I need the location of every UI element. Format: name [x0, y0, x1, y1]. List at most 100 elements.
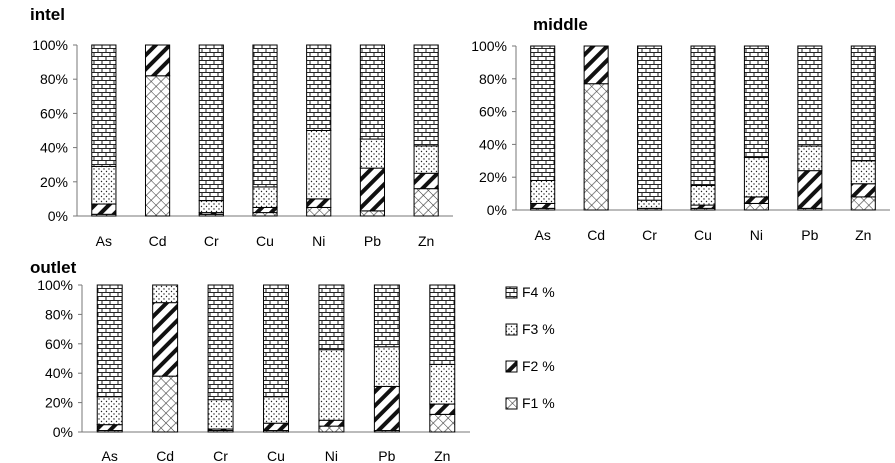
y-tick-label: 60% [479, 104, 507, 120]
bar-segment-zn-f2 [429, 403, 456, 415]
bar-segment-pb-f4 [373, 284, 400, 348]
bar-segment-pb-f4 [359, 44, 386, 140]
bar-segment-cr-f3 [207, 399, 234, 430]
bar-segment-ni-f1 [306, 206, 332, 217]
x-tick-label-ni: Ni [750, 227, 763, 243]
x-tick-label-ni: Ni [312, 233, 325, 249]
bar-segment-cu-f3 [252, 186, 278, 208]
y-tick-label: 100% [32, 37, 68, 53]
bar-segment-zn-f2 [413, 172, 439, 190]
bar-segment-cd-f1 [152, 375, 179, 433]
x-tick-label-zn: Zn [434, 448, 450, 463]
bar-segment-ni-f4 [743, 45, 769, 159]
bar-segment-zn-f3 [413, 145, 439, 174]
bar-segment-zn-f3 [850, 160, 876, 185]
bar-segment-as-f4 [96, 284, 123, 398]
bar-segment-pb-f2 [359, 167, 386, 212]
bar-segment-pb-f3 [373, 346, 400, 387]
x-tick-label-zn: Zn [418, 233, 434, 249]
y-tick-label: 60% [45, 336, 73, 352]
bar-segment-cu-f3 [690, 184, 716, 206]
y-tick-label: 40% [40, 140, 68, 156]
y-tick-label: 60% [40, 105, 68, 121]
x-tick-label-cd: Cd [587, 227, 605, 243]
bar-segment-ni-f3 [743, 157, 769, 198]
bar-segment-zn-f1 [429, 413, 456, 433]
x-tick-label-pb: Pb [364, 233, 381, 249]
bar-segment-cu-f3 [263, 396, 289, 424]
legend-label-f4: F4 % [522, 284, 555, 300]
bar-segment-pb-f1 [359, 210, 386, 217]
y-tick-label: 0% [48, 208, 68, 224]
x-tick-label-as: As [102, 448, 118, 463]
x-tick-label-cr: Cr [213, 448, 228, 463]
bar-segment-cd-f2 [144, 44, 171, 77]
x-tick-label-cd: Cd [149, 233, 167, 249]
bar-segment-as-f2 [96, 424, 123, 432]
legend: F4 % F3 % F2 % F1 % [505, 284, 555, 411]
panel-title-outlet: outlet [30, 258, 77, 277]
bar-segment-cu-f4 [690, 45, 716, 186]
x-tick-label-cr: Cr [204, 233, 219, 249]
x-tick-label-cd: Cd [156, 448, 174, 463]
y-tick-label: 20% [479, 169, 507, 185]
y-tick-label: 40% [45, 365, 73, 381]
bar-segment-ni-f1 [743, 202, 769, 211]
bar-segment-cu-f1 [252, 212, 278, 217]
bar-segment-ni-f2 [306, 198, 332, 208]
bar-segment-cd-f1 [144, 75, 171, 217]
x-tick-label-ni: Ni [325, 448, 338, 463]
bar-segment-pb-f2 [373, 385, 400, 432]
bar-segment-cu-f2 [263, 422, 289, 432]
bar-segment-pb-f2 [797, 170, 823, 209]
x-tick-label-as: As [535, 227, 551, 243]
y-tick-label: 0% [53, 424, 73, 440]
bar-segment-cd-f2 [152, 302, 179, 377]
x-tick-label-cu: Cu [267, 448, 285, 463]
bar-segment-pb-f3 [359, 138, 386, 169]
legend-label-f1: F1 % [522, 395, 555, 411]
x-tick-label-pb: Pb [378, 448, 395, 463]
x-tick-label-zn: Zn [855, 227, 871, 243]
bar-segment-cu-f4 [252, 44, 278, 188]
bar-segment-zn-f4 [413, 44, 439, 147]
legend-item-f3: F3 % [505, 321, 555, 337]
legend-label-f2: F2 % [522, 358, 555, 374]
legend-swatch-f1 [505, 397, 518, 410]
legend-swatch-f2 [505, 360, 518, 373]
y-tick-label: 100% [37, 277, 73, 293]
bar-segment-ni-f4 [306, 44, 332, 131]
bar-segment-as-f3 [96, 396, 123, 426]
bar-segment-ni-f3 [318, 349, 345, 421]
bar-segment-cd-f3 [152, 284, 179, 304]
x-tick-label-as: As [96, 233, 112, 249]
y-tick-label: 80% [40, 71, 68, 87]
bar-segment-zn-f2 [850, 183, 876, 198]
bar-segment-as-f3 [530, 179, 556, 204]
y-tick-label: 80% [479, 71, 507, 87]
bar-segment-as-f2 [91, 203, 117, 215]
panel-title-intel: intel [30, 5, 65, 24]
bar-segment-cr-f4 [207, 284, 234, 401]
bar-segment-zn-f1 [850, 196, 876, 211]
bar-segment-cr-f4 [637, 45, 663, 201]
bar-segment-zn-f4 [850, 45, 876, 162]
bar-segment-cu-f4 [263, 284, 289, 398]
bar-segment-zn-f1 [413, 188, 439, 217]
y-tick-label: 0% [487, 202, 507, 218]
y-tick-label: 20% [40, 174, 68, 190]
y-tick-label: 40% [479, 136, 507, 152]
y-tick-label: 100% [471, 38, 507, 54]
legend-swatch-f4 [505, 286, 518, 299]
bar-segment-cd-f2 [583, 45, 609, 85]
bar-segment-pb-f4 [797, 45, 823, 147]
panel-middle: 0% 20% 40% 60% 80% 100% As Cd Cr Cu Ni Pb Zn [471, 38, 890, 243]
bar-segment-pb-f3 [797, 145, 823, 172]
bar-segment-cu-f2 [252, 206, 278, 214]
bar-segment-zn-f4 [429, 284, 456, 365]
panel-intel: 0% 20% 40% 60% 80% 100% As Cd Cr Cu Ni Pb Zn [32, 37, 453, 249]
panel-title-middle: middle [533, 15, 588, 34]
bar-segment-ni-f2 [318, 419, 345, 427]
bar-segment-ni-f2 [743, 196, 769, 204]
